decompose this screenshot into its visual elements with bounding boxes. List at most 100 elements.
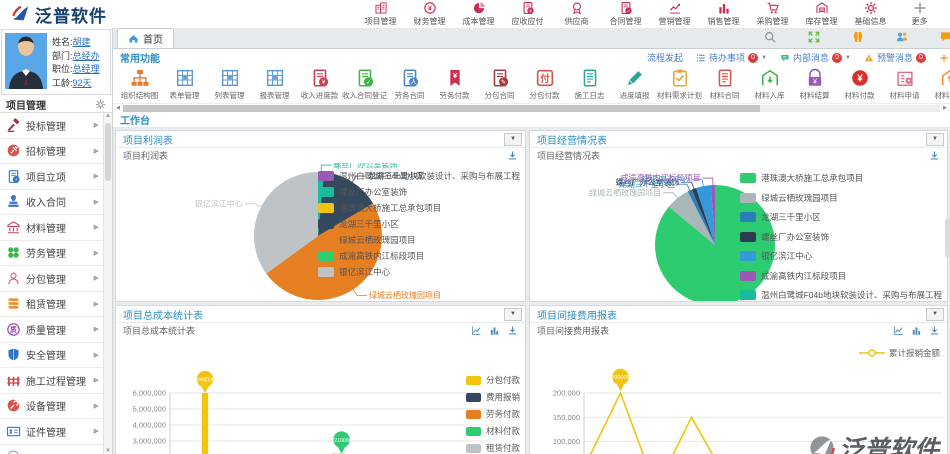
legend-item[interactable]: 温州白鹭城F04b地块软装设计、采购与布展工程 bbox=[318, 170, 520, 182]
panel-dropdown-button[interactable]: ▼ bbox=[504, 132, 522, 146]
user-field-value[interactable]: 92天 bbox=[72, 77, 92, 88]
function-shortcut[interactable]: 材料需求计划 bbox=[657, 66, 702, 103]
legend-item[interactable]: 劳务付款 bbox=[465, 408, 520, 420]
top-nav-item[interactable]: ¥ 财务管理 bbox=[405, 1, 454, 27]
function-shortcut[interactable]: 施工日志 bbox=[567, 66, 612, 103]
user-field-value[interactable]: 总经办 bbox=[72, 50, 100, 61]
sidebar-item[interactable]: 质质量管理 ▶ bbox=[0, 317, 103, 343]
legend-item[interactable]: 材料付款 bbox=[465, 425, 520, 437]
function-shortcut[interactable]: 材料申请 bbox=[882, 66, 927, 103]
function-shortcut[interactable]: ✎ 分包合同 bbox=[477, 66, 522, 103]
legend-item[interactable]: 港珠澳大桥施工总承包项目 bbox=[318, 202, 520, 214]
top-nav-item[interactable]: 营销管理 bbox=[650, 1, 699, 27]
search-icon[interactable] bbox=[763, 30, 777, 44]
legend-item[interactable]: 温州白鹭城F04b地块软装设计、采购与布展工程 bbox=[740, 289, 942, 301]
scrollbar-track[interactable] bbox=[123, 104, 940, 112]
scroll-up-arrow-icon[interactable]: ▲ bbox=[105, 113, 111, 119]
function-shortcut[interactable]: ¥ 收入进度款 bbox=[297, 66, 342, 103]
function-shortcut[interactable]: ✓ 收入合同登记 bbox=[342, 66, 387, 103]
process-start-link[interactable]: 流程发起 bbox=[647, 53, 684, 63]
sidebar-item[interactable]: 施工过程管理 ▶ bbox=[0, 368, 103, 394]
function-shortcut[interactable]: 人劳务合同 bbox=[387, 66, 432, 103]
function-shortcut[interactable]: 付分包付款 bbox=[522, 66, 567, 103]
chart-legend[interactable]: 累计报销金额 bbox=[858, 347, 940, 359]
chat-icon[interactable] bbox=[939, 30, 950, 44]
download-icon[interactable] bbox=[507, 150, 518, 161]
sidebar-item[interactable]: 劳务管理 ▶ bbox=[0, 241, 103, 266]
panel-dropdown-button[interactable]: ▼ bbox=[504, 307, 522, 321]
sidebar-item[interactable]: 安全管理 ▶ bbox=[0, 343, 103, 368]
top-nav-item[interactable]: 采购管理 bbox=[748, 1, 797, 27]
panel-dropdown-button[interactable]: ▼ bbox=[926, 307, 944, 321]
theme-vest-icon[interactable] bbox=[851, 30, 865, 44]
internal-messages-menu[interactable]: 内部消息 0 ▼ bbox=[780, 51, 851, 64]
legend-item[interactable]: 龙湖三千里小区 bbox=[318, 218, 520, 230]
function-shortcut[interactable]: 材料合同 bbox=[702, 66, 747, 103]
legend-item[interactable]: 租赁付款 bbox=[465, 442, 520, 454]
scrollbar-thumb[interactable] bbox=[123, 104, 761, 112]
legend-item[interactable]: 费用报销 bbox=[465, 391, 520, 403]
line-chart-icon[interactable] bbox=[893, 325, 904, 336]
right-panel-handle[interactable] bbox=[945, 218, 950, 258]
legend-item[interactable]: 分包付款 bbox=[465, 374, 520, 386]
alerts-menu[interactable]: 预警消息 0 bbox=[864, 51, 926, 64]
user-field-value[interactable]: 胡建 bbox=[72, 37, 91, 47]
download-icon[interactable] bbox=[507, 325, 518, 336]
function-shortcut[interactable]: ¥ 材料付款 bbox=[837, 66, 882, 103]
top-nav-item[interactable]: 成本管理 bbox=[454, 1, 503, 27]
top-nav-item[interactable]: 销售管理 bbox=[699, 1, 748, 27]
bar-chart-icon[interactable] bbox=[489, 325, 500, 336]
top-nav-item[interactable]: 项目管理 bbox=[356, 1, 405, 27]
top-nav-item[interactable]: 供应商 bbox=[552, 1, 601, 27]
download-icon[interactable] bbox=[929, 150, 940, 161]
legend-item[interactable]: 港珠澳大桥施工总承包项目 bbox=[740, 172, 942, 184]
top-nav-item[interactable]: 更多 bbox=[895, 1, 944, 27]
sidebar-settings-gear-icon[interactable] bbox=[95, 99, 106, 110]
panel-dropdown-button[interactable]: ▼ bbox=[926, 132, 944, 146]
function-shortcut[interactable]: 表单管理 bbox=[162, 66, 207, 103]
todo-menu[interactable]: 待办事项 0 ▼ bbox=[696, 51, 767, 64]
fullscreen-icon[interactable] bbox=[807, 30, 821, 44]
bar-chart-icon[interactable] bbox=[911, 325, 922, 336]
function-shortcut[interactable]: 进度填报 bbox=[612, 66, 657, 103]
line-chart-icon[interactable] bbox=[471, 325, 482, 336]
legend-item[interactable]: 螺丝厂办公室装饰 bbox=[318, 186, 520, 198]
top-nav-item[interactable]: 库存管理 bbox=[797, 1, 846, 27]
top-nav-item[interactable]: ✓ 合同管理 bbox=[601, 1, 650, 27]
sidebar-scrollbar[interactable]: ▲ ▼ bbox=[103, 113, 112, 454]
sidebar-item[interactable]: + 项目立项 ▶ bbox=[0, 164, 103, 190]
tab-home[interactable]: 首页 bbox=[117, 28, 174, 48]
sidebar-item[interactable]: 收入合同 ▶ bbox=[0, 190, 103, 215]
user-field-value[interactable]: 总经理 bbox=[72, 64, 100, 75]
sidebar-item[interactable]: 投标管理 ▶ bbox=[0, 113, 103, 139]
sidebar-item[interactable]: 材料管理 ▶ bbox=[0, 215, 103, 241]
function-shortcut[interactable]: 材料退库 bbox=[927, 66, 950, 103]
legend-item[interactable]: 成渝高铁内江标段项目 bbox=[740, 270, 942, 282]
legend-item[interactable]: 螺丝厂办公室装饰 bbox=[740, 231, 942, 243]
scroll-right-arrow-icon[interactable]: ▶ bbox=[943, 105, 947, 111]
sidebar-item[interactable]: 分包管理 ▶ bbox=[0, 266, 103, 292]
top-nav-item[interactable]: ¥ 应收应付 bbox=[503, 1, 552, 27]
function-shortcut[interactable]: ¥ 劳务付款 bbox=[432, 66, 477, 103]
function-shortcut[interactable]: ¥ 材料结算 bbox=[792, 66, 837, 103]
scroll-down-arrow-icon[interactable]: ▼ bbox=[105, 448, 111, 454]
download-icon[interactable] bbox=[929, 325, 940, 336]
legend-item[interactable]: 银亿滨江中心 bbox=[318, 266, 520, 278]
legend-item[interactable]: 龙湖三千里小区 bbox=[740, 211, 942, 223]
function-shortcut[interactable]: 材料入库 bbox=[747, 66, 792, 103]
add-icon[interactable] bbox=[939, 53, 949, 63]
legend-item[interactable]: 绿城云栖玫瑰园项目 bbox=[318, 234, 520, 246]
sidebar-item[interactable]: 租赁管理 ▶ bbox=[0, 292, 103, 317]
sidebar-item[interactable]: 证件管理 ▶ bbox=[0, 419, 103, 445]
scroll-left-arrow-icon[interactable]: ◀ bbox=[116, 105, 120, 111]
sidebar-item[interactable]: 招标管理 ▶ bbox=[0, 139, 103, 164]
horizontal-scrollbar[interactable]: ◀ ▶ bbox=[113, 103, 950, 112]
function-shortcut[interactable]: 组织结构图 bbox=[117, 66, 162, 103]
scrollbar-thumb[interactable] bbox=[105, 123, 111, 181]
sidebar-item[interactable]: ▶ bbox=[0, 445, 103, 454]
legend-item[interactable]: 银亿滨江中心 bbox=[740, 250, 942, 262]
sidebar-item[interactable]: 设备管理 ▶ bbox=[0, 394, 103, 419]
legend-item[interactable]: 绿城云栖玫瑰园项目 bbox=[740, 192, 942, 204]
users-icon[interactable] bbox=[895, 30, 909, 44]
legend-item[interactable]: 成渝高铁内江标段项目 bbox=[318, 250, 520, 262]
